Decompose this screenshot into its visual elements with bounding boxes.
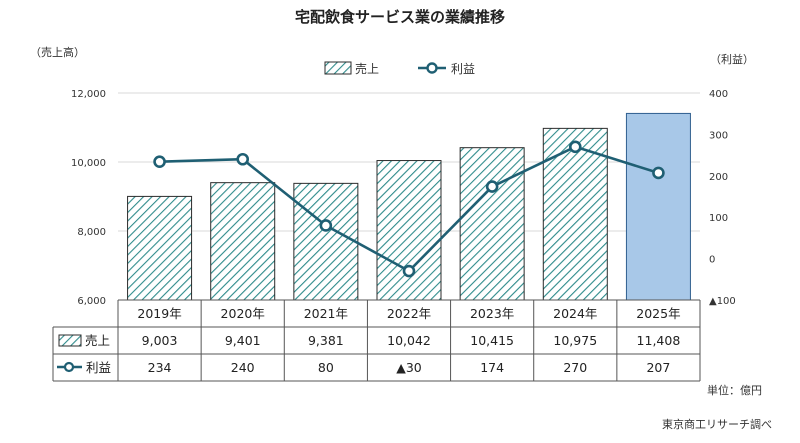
left-tick-label: 6,000 [77, 296, 106, 307]
table-profit-cell: ▲30 [396, 360, 422, 375]
table-profit-cell: 240 [231, 360, 255, 375]
table-year-cell: 2025年 [636, 306, 680, 321]
right-tick-label: ▲100 [709, 296, 736, 307]
table-row-label-profit: 利益 [86, 360, 111, 375]
axis-ticks: 12,000 10,000 8,000 6,000 400 300 200 100 0 ▲100 [71, 89, 736, 307]
table-profit-cell: 234 [148, 360, 172, 375]
table-sales-cell: 9,003 [142, 333, 178, 348]
bar [293, 182, 359, 301]
data-table: 2019年 9,003 234 2020年 9,401 240 2021年 9,381 80 20… [52, 299, 701, 382]
table-sales-cell: 11,408 [637, 333, 681, 348]
left-tick-label: 8,000 [77, 227, 106, 238]
table-profit-cell: 80 [318, 360, 334, 375]
unit-note: 単位：億円 [707, 383, 762, 397]
profit-point [153, 155, 166, 169]
table-sales-cell: 9,381 [308, 333, 344, 348]
left-axis-label: （売上高） [30, 45, 85, 59]
table-year-cell: 2021年 [304, 306, 348, 321]
profit-point [402, 264, 416, 278]
profit-point [485, 180, 499, 193]
right-tick-label: 100 [709, 213, 728, 224]
table-year-cell: 2019年 [137, 306, 181, 321]
bars [127, 112, 691, 301]
legend-label-profit: 利益 [451, 62, 475, 76]
right-tick-label: 200 [709, 172, 728, 183]
table-legend-swatch-profit-marker [63, 361, 75, 373]
table-profit-cell: 270 [563, 360, 587, 375]
bar [459, 147, 525, 301]
right-tick-label: 300 [709, 130, 728, 141]
source-note: 東京商工リサーチ調べ [662, 417, 772, 431]
table-sales-cell: 9,401 [225, 333, 261, 348]
table-year-cell: 2022年 [387, 306, 431, 321]
table-sales-cell: 10,975 [553, 333, 597, 348]
bar [210, 182, 276, 301]
left-tick-label: 12,000 [71, 89, 106, 100]
bar [127, 195, 193, 301]
profit-line [153, 140, 665, 278]
legend-swatch-sales [324, 61, 352, 75]
profit-point [236, 152, 250, 166]
table-year-cell: 2024年 [553, 306, 597, 321]
chart-title: 宅配飲食サービス業の業績推移 [295, 8, 505, 26]
profit-point [319, 219, 333, 232]
table-year-cell: 2023年 [470, 306, 514, 321]
right-tick-label: 0 [709, 255, 715, 266]
right-axis-label: （利益） [710, 52, 754, 66]
table-legend-swatch-sales [58, 334, 82, 347]
left-tick-label: 10,000 [71, 158, 106, 169]
table-row-label-sales: 売上 [85, 333, 110, 348]
profit-point [652, 166, 665, 180]
bar [625, 112, 691, 301]
table-year-cell: 2020年 [221, 306, 265, 321]
bar [376, 160, 442, 301]
table-profit-cell: 207 [646, 360, 670, 375]
table-profit-cell: 174 [480, 360, 504, 375]
table-sales-cell: 10,042 [387, 333, 431, 348]
legend-swatch-profit-marker [426, 62, 438, 74]
profit-point [568, 140, 582, 154]
legend-label-sales: 売上 [355, 61, 379, 76]
table-sales-cell: 10,415 [470, 333, 514, 348]
right-tick-label: 400 [709, 89, 728, 100]
legend: 売上 利益 [324, 61, 475, 76]
